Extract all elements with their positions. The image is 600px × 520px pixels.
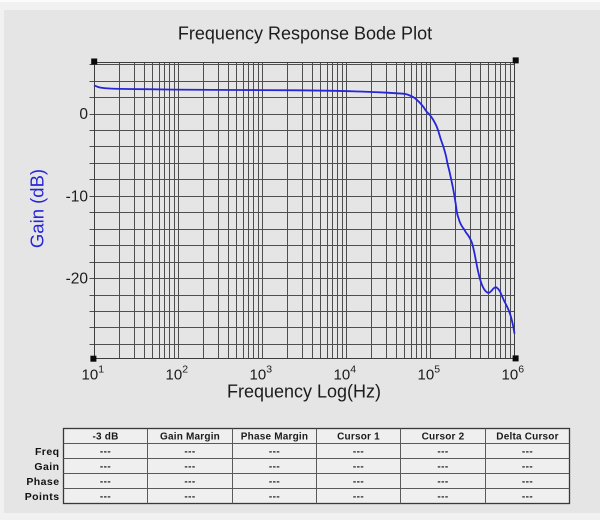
svg-text:101: 101 [82, 364, 105, 384]
svg-text:103: 103 [250, 364, 273, 384]
svg-text:-20: -20 [66, 271, 89, 288]
svg-text:---: --- [100, 492, 111, 503]
svg-text:Frequency Response Bode Plot: Frequency Response Bode Plot [178, 24, 432, 44]
svg-text:---: --- [100, 462, 111, 473]
svg-text:---: --- [353, 462, 364, 473]
svg-text:---: --- [269, 477, 280, 488]
svg-text:102: 102 [166, 364, 189, 384]
svg-text:---: --- [437, 462, 448, 473]
svg-text:---: --- [522, 492, 533, 503]
svg-text:Phase Margin: Phase Margin [241, 432, 308, 443]
svg-text:Cursor 2: Cursor 2 [422, 432, 465, 443]
svg-text:---: --- [522, 447, 533, 458]
svg-text:---: --- [184, 462, 195, 473]
svg-text:Freq: Freq [35, 446, 60, 458]
svg-text:---: --- [437, 492, 448, 503]
svg-text:---: --- [353, 477, 364, 488]
svg-text:---: --- [522, 462, 533, 473]
svg-text:Delta Cursor: Delta Cursor [496, 432, 558, 443]
svg-text:105: 105 [418, 364, 441, 384]
svg-text:---: --- [269, 462, 280, 473]
svg-text:Gain Margin: Gain Margin [160, 432, 220, 443]
svg-text:Gain: Gain [34, 461, 59, 473]
svg-text:---: --- [522, 477, 533, 488]
svg-text:Cursor 1: Cursor 1 [337, 432, 380, 443]
svg-text:---: --- [184, 492, 195, 503]
svg-text:Frequency Log(Hz): Frequency Log(Hz) [227, 382, 381, 402]
svg-text:Phase: Phase [26, 476, 59, 488]
svg-text:Points: Points [25, 491, 60, 503]
svg-text:---: --- [437, 447, 448, 458]
svg-text:---: --- [184, 447, 195, 458]
svg-text:---: --- [184, 477, 195, 488]
svg-text:---: --- [353, 492, 364, 503]
svg-text:106: 106 [502, 364, 525, 384]
svg-text:---: --- [353, 447, 364, 458]
svg-text:---: --- [269, 492, 280, 503]
svg-text:-10: -10 [66, 188, 89, 205]
svg-text:---: --- [100, 477, 111, 488]
svg-text:0: 0 [79, 106, 88, 123]
svg-text:104: 104 [334, 364, 357, 384]
svg-text:---: --- [437, 477, 448, 488]
svg-text:---: --- [269, 447, 280, 458]
svg-text:-3 dB: -3 dB [93, 432, 119, 443]
svg-text:Gain (dB): Gain (dB) [26, 169, 47, 248]
svg-text:---: --- [100, 447, 111, 458]
